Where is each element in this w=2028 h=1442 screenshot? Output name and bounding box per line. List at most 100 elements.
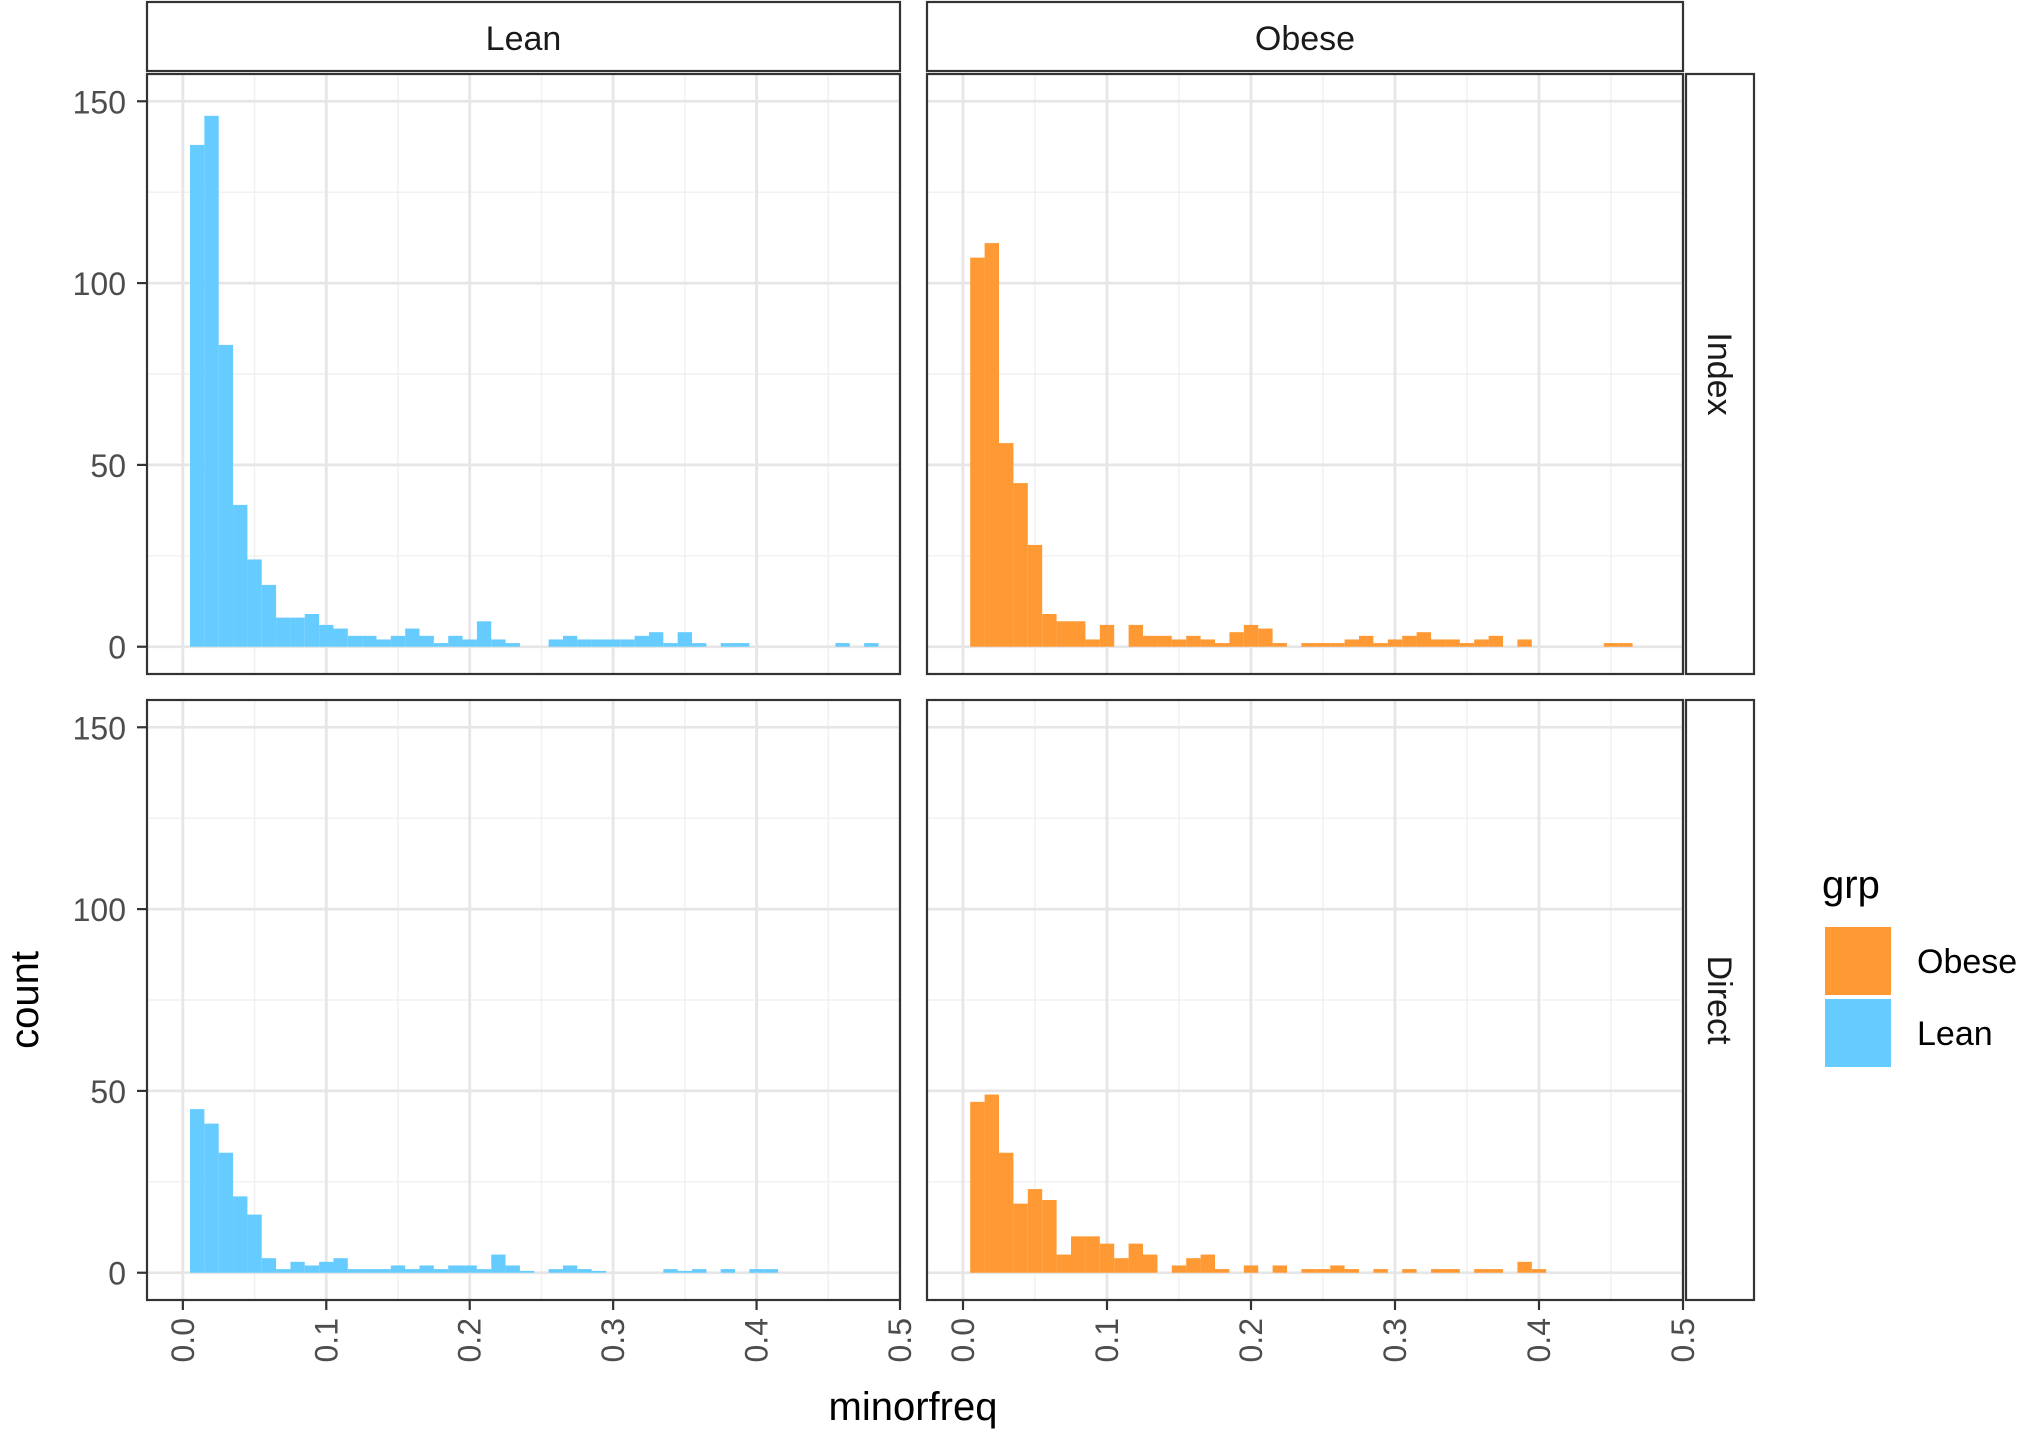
histogram-bar <box>1143 635 1158 647</box>
histogram-bar <box>347 1269 363 1273</box>
histogram-bar <box>405 628 420 647</box>
histogram-bar <box>1531 1269 1547 1273</box>
histogram-bar <box>677 632 693 647</box>
histogram-bar <box>1056 1254 1071 1273</box>
strip-lean: Lean <box>145 0 902 73</box>
histogram-bar <box>1445 639 1460 647</box>
y-tick-label: 0 <box>108 630 126 666</box>
histogram-bar <box>1027 1189 1043 1273</box>
histogram-bar <box>1301 1269 1316 1273</box>
histogram-bar <box>505 1265 520 1273</box>
histogram-bar <box>999 1152 1014 1273</box>
histogram-bar <box>1114 1258 1129 1273</box>
histogram-bar <box>1186 635 1201 647</box>
histogram-bar <box>290 1261 305 1273</box>
strip-label: Obese <box>1255 20 1355 58</box>
facet-strips: Lean Obese Index Direct <box>145 0 1756 1302</box>
y-tick-label: 100 <box>73 266 126 302</box>
histogram-bar <box>1373 643 1388 647</box>
histogram-bar <box>448 1265 463 1273</box>
histogram-bar <box>1488 635 1503 647</box>
histogram-bar <box>1042 614 1057 647</box>
histogram-bar <box>1330 643 1345 647</box>
strip-obese: Obese <box>925 0 1685 73</box>
histogram-bar <box>720 1269 736 1273</box>
histogram-bar <box>1272 1265 1287 1273</box>
histogram-bar <box>984 243 999 647</box>
histogram-bar <box>1171 1265 1187 1273</box>
histogram-bar <box>433 643 449 647</box>
histogram-bar <box>1200 1254 1215 1273</box>
histogram-bar <box>1431 1269 1446 1273</box>
histogram-bar <box>204 1123 219 1273</box>
histogram-bar <box>218 344 234 647</box>
histogram-bar <box>864 643 879 647</box>
histogram-bar <box>233 1196 248 1273</box>
x-tick-label: 0.5 <box>882 1318 918 1362</box>
histogram-bar <box>1359 635 1374 647</box>
histogram-bar <box>1128 624 1143 647</box>
histogram-bar <box>304 1265 320 1273</box>
histogram-bar <box>304 614 320 647</box>
histogram-bar <box>1171 639 1187 647</box>
histogram-bar <box>1215 1269 1230 1273</box>
histogram-bar <box>333 1258 348 1273</box>
histogram-bar <box>577 639 592 647</box>
histogram-bar <box>419 1265 434 1273</box>
histogram-bar <box>577 1269 592 1273</box>
histogram-bar <box>1085 1236 1100 1273</box>
histogram-bar <box>505 643 520 647</box>
x-tick-label: 0.1 <box>1089 1318 1125 1362</box>
histogram-bar <box>519 1270 535 1273</box>
strip-label: Index <box>1700 332 1738 415</box>
histogram-bar <box>419 635 434 647</box>
histogram-bar <box>190 144 205 647</box>
histogram-bar <box>1143 1254 1158 1273</box>
legend-title: grp <box>1822 863 1880 907</box>
histogram-bar <box>1315 643 1331 647</box>
x-tick-label: 0.3 <box>595 1318 631 1362</box>
histogram-bar <box>190 1109 205 1273</box>
histogram-bar <box>692 1269 707 1273</box>
histogram-bar <box>247 559 262 647</box>
legend-swatch <box>1825 999 1891 1067</box>
histogram-bar <box>1013 1203 1028 1273</box>
histogram-bar <box>276 1269 291 1273</box>
histogram-bar <box>362 635 377 647</box>
histogram-bar <box>347 635 363 647</box>
histogram-bar <box>362 1269 377 1273</box>
histogram-bar <box>218 1152 234 1273</box>
histogram-bar <box>1474 639 1489 647</box>
strip-box <box>1684 698 1756 1302</box>
histogram-bar <box>1157 635 1172 647</box>
histogram-bar <box>233 504 248 647</box>
histogram-bar <box>1085 639 1100 647</box>
histogram-bar <box>1071 621 1086 647</box>
histogram-bar <box>562 635 578 647</box>
histogram-bar <box>261 1258 277 1273</box>
x-tick-label: 0.0 <box>945 1318 981 1362</box>
histogram-bar <box>562 1265 578 1273</box>
strip-box <box>925 0 1685 73</box>
panel-direct-obese <box>925 698 1685 1302</box>
x-tick-label: 0.2 <box>1233 1318 1269 1362</box>
histogram-bar <box>1474 1269 1489 1273</box>
x-tick-label: 0.5 <box>1665 1318 1701 1362</box>
histogram-bar <box>1215 643 1230 647</box>
legend-swatch <box>1825 927 1891 995</box>
histogram-bar <box>376 639 391 647</box>
histogram-bar <box>663 1269 678 1273</box>
histogram-bar <box>448 635 463 647</box>
histogram-bar <box>1229 632 1244 647</box>
legend-item-obese: Obese <box>1825 927 2017 995</box>
histogram-bar <box>677 1270 693 1273</box>
histogram-bar <box>476 621 492 647</box>
panel-border <box>145 698 902 1302</box>
histogram-bar <box>1186 1258 1201 1273</box>
histogram-bar <box>1301 643 1316 647</box>
histogram-bar <box>620 639 635 647</box>
histogram-bar <box>1013 483 1028 647</box>
histogram-bar <box>491 639 506 647</box>
strip-index: Index <box>1684 72 1756 676</box>
